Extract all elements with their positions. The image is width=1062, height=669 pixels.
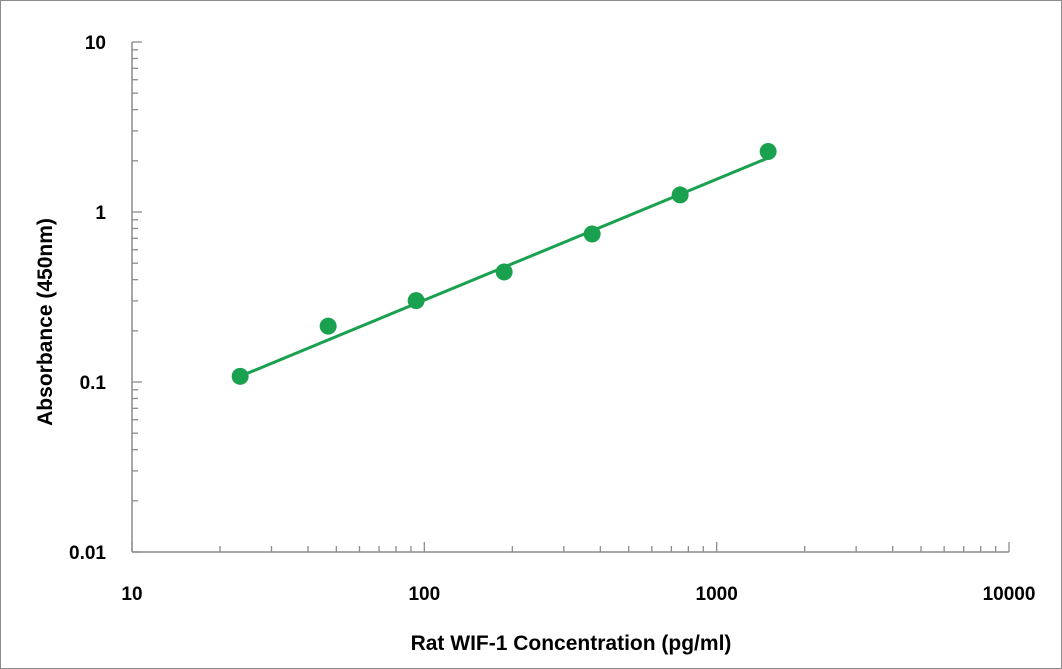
x-axis-tick-labels: 10 100 1000 10000	[121, 584, 1035, 605]
x-axis-ticks	[131, 542, 1010, 552]
x-tick-label: 100	[408, 584, 440, 605]
x-axis-title: Rat WIF-1 Concentration (pg/ml)	[411, 632, 732, 655]
data-point	[583, 225, 601, 243]
x-tick-label: 10	[121, 584, 142, 605]
data-point	[319, 317, 337, 335]
y-tick-label: 1	[95, 203, 106, 224]
x-tick-label: 10000	[983, 584, 1036, 605]
data-point	[231, 367, 249, 385]
y-tick-label: 0.1	[80, 373, 107, 394]
y-tick-label: 10	[85, 33, 106, 54]
x-tick-label: 1000	[696, 584, 738, 605]
data-point	[407, 292, 425, 310]
data-points	[231, 142, 777, 385]
y-tick-label: 0.01	[69, 543, 106, 564]
data-point	[759, 142, 777, 160]
data-point	[671, 186, 689, 204]
y-axis-ticks	[132, 41, 142, 553]
y-axis-title: Absorbance (450nm)	[34, 218, 57, 426]
y-axis-tick-labels: 0.01 0.1 1 10	[69, 33, 106, 564]
axes	[131, 42, 1009, 553]
data-point	[495, 263, 513, 281]
